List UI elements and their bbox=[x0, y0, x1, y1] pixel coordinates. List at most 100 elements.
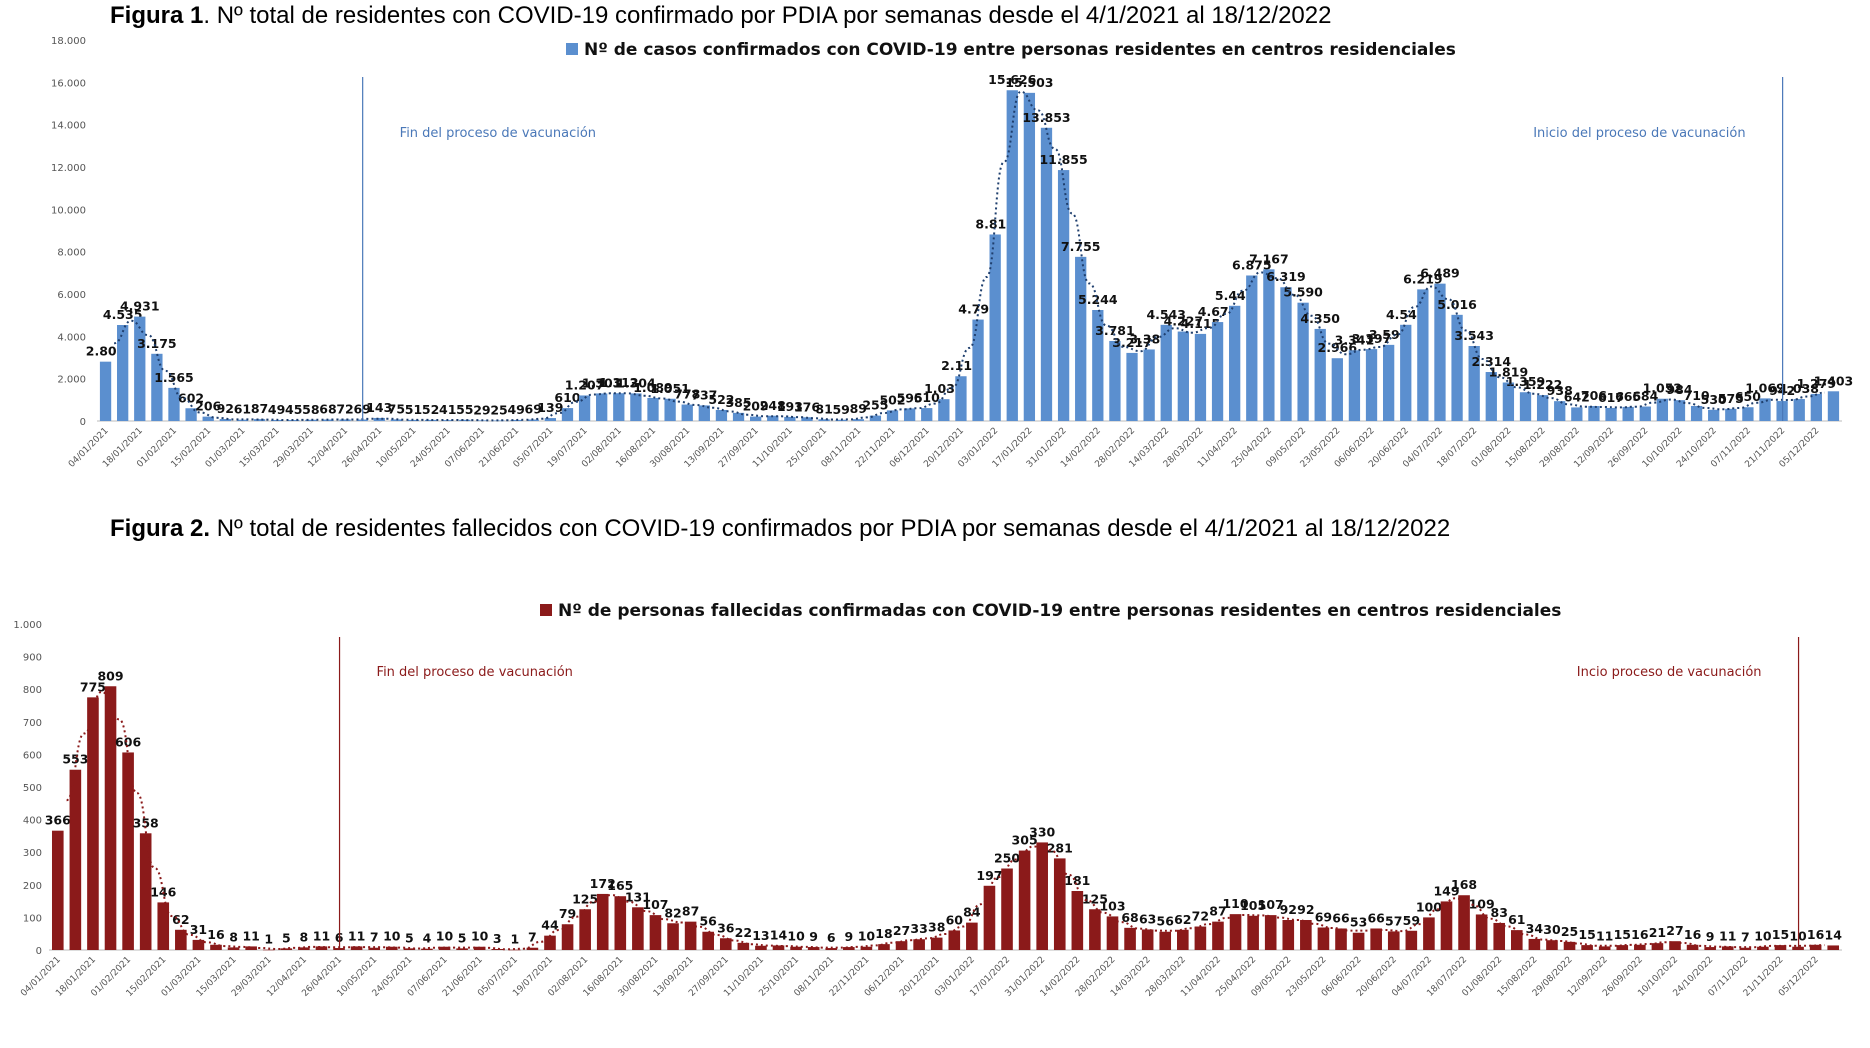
fig1-bar bbox=[989, 234, 1001, 421]
fig1-data-label: 4.545 bbox=[1386, 307, 1426, 322]
fig1-data-label: 87 bbox=[251, 401, 268, 416]
fig2-bar bbox=[614, 896, 627, 950]
fig1-data-label: 1.038 bbox=[1779, 381, 1819, 396]
fig1-bar bbox=[886, 410, 899, 421]
fig2-data-label: 30 bbox=[1543, 922, 1561, 937]
fig1-bar bbox=[1092, 310, 1104, 421]
fig2-data-label: 38 bbox=[928, 920, 945, 935]
fig1-data-label: 1.819 bbox=[1489, 364, 1529, 379]
fig2-data-label: 16 bbox=[207, 927, 225, 942]
fig1-bar bbox=[732, 412, 745, 421]
fig1-bar bbox=[1468, 346, 1480, 421]
fig2-data-label: 92 bbox=[1297, 902, 1314, 917]
fig1-bar bbox=[1725, 408, 1737, 421]
fig1-bar bbox=[424, 419, 437, 421]
fig2-data-label: 16 bbox=[1807, 927, 1825, 942]
fig1-y-tick: 2.000 bbox=[57, 375, 86, 386]
fig2-bar bbox=[1053, 858, 1066, 950]
fig2-bar bbox=[1229, 914, 1242, 950]
fig2-bar bbox=[1300, 920, 1312, 950]
fig2-data-label: 14 bbox=[770, 927, 788, 942]
fig2-bar bbox=[1423, 917, 1435, 950]
fig2-data-label: 27 bbox=[893, 923, 910, 938]
fig1-data-label: 3.543 bbox=[1454, 328, 1494, 343]
fig1-bar bbox=[1211, 322, 1224, 421]
fig1-data-label: 706 bbox=[1581, 388, 1607, 403]
fig2-data-label: 33 bbox=[910, 921, 927, 936]
fig2-data-label: 7 bbox=[370, 930, 379, 945]
fig1-data-label: 595 bbox=[897, 390, 923, 405]
fig1-bar bbox=[544, 418, 557, 421]
fig2-bar bbox=[1018, 850, 1031, 950]
fig2-bar bbox=[1212, 921, 1224, 950]
fig2-data-label: 197 bbox=[976, 868, 1002, 883]
fig1-data-label: 206 bbox=[195, 399, 221, 414]
fig2-bar bbox=[719, 938, 732, 950]
fig2-bar bbox=[1440, 901, 1453, 950]
fig1-data-label: 89 bbox=[850, 401, 867, 416]
fig2-data-label: 87 bbox=[1209, 904, 1226, 919]
fig1-data-label: 710 bbox=[1684, 388, 1710, 403]
fig1-data-label: 575 bbox=[1718, 391, 1744, 406]
fig2-data-label: 775 bbox=[80, 679, 106, 694]
fig1-bar bbox=[852, 419, 864, 421]
fig1-data-label: 45 bbox=[285, 402, 302, 417]
fig2-bar bbox=[1387, 931, 1400, 950]
fig2-data-label: 11 bbox=[1719, 928, 1736, 943]
fig1-data-label: 59 bbox=[832, 402, 849, 417]
fig2-data-label: 5 bbox=[458, 930, 467, 945]
fig2-y-tick: 500 bbox=[23, 783, 42, 794]
fig1-data-label: 665 bbox=[1615, 389, 1641, 404]
fig2-data-label: 9 bbox=[844, 929, 853, 944]
fig1-bar bbox=[698, 405, 710, 421]
fig2-data-label: 14 bbox=[1825, 927, 1843, 942]
fig2-bar bbox=[1704, 947, 1716, 950]
fig1-y-tick: 4.000 bbox=[57, 332, 86, 343]
fig2-bar bbox=[1159, 931, 1172, 950]
fig1-data-label: 193 bbox=[777, 399, 803, 414]
fig2-bar bbox=[157, 902, 170, 950]
fig2-data-label: 9 bbox=[809, 929, 818, 944]
fig1-bar bbox=[1554, 401, 1566, 421]
fig1-bar bbox=[1314, 328, 1326, 421]
fig1-data-label: 4.227 bbox=[1164, 314, 1204, 329]
fig1-data-label: 75 bbox=[388, 401, 405, 416]
fig2-bar bbox=[1036, 842, 1048, 950]
fig2-data-label: 61 bbox=[1508, 912, 1525, 927]
fig2-bar bbox=[702, 931, 714, 950]
fig1-data-label: 1.403 bbox=[1814, 373, 1854, 388]
fig1-data-label: 4.674 bbox=[1198, 304, 1238, 319]
fig2-bar bbox=[1335, 928, 1347, 950]
fig1-bar bbox=[1536, 395, 1549, 421]
fig1-data-label: 602 bbox=[178, 390, 204, 405]
fig1-data-label: 1.279 bbox=[1797, 376, 1837, 391]
fig2-y-tick: 400 bbox=[23, 816, 42, 827]
fig1-data-label: 52 bbox=[422, 402, 439, 417]
fig2-data-label: 15 bbox=[1772, 927, 1789, 942]
fig2-bar bbox=[1001, 868, 1013, 950]
fig1-bar bbox=[1622, 406, 1634, 421]
fig2-data-label: 82 bbox=[664, 905, 681, 920]
figure-1-title: Figura 1. Nº total de residentes con COV… bbox=[110, 2, 1331, 30]
fig1-bar bbox=[1485, 372, 1497, 421]
fig1-data-label: 5.016 bbox=[1437, 297, 1477, 312]
fig2-trend-line bbox=[65, 690, 1825, 951]
fig1-bar bbox=[767, 415, 779, 421]
fig2-bar bbox=[1634, 944, 1646, 950]
fig1-data-label: 25 bbox=[490, 402, 507, 417]
fig2-data-label: 34 bbox=[1526, 921, 1544, 936]
fig1-bar bbox=[1571, 407, 1583, 421]
fig1-bar bbox=[1280, 287, 1292, 421]
fig2-bar bbox=[227, 947, 240, 950]
fig2-legend-swatch bbox=[540, 604, 552, 616]
fig2-data-label: 1 bbox=[264, 932, 273, 947]
fig1-y-tick: 6.000 bbox=[57, 290, 86, 301]
fig2-data-label: 10 bbox=[858, 929, 876, 944]
fig2-bar bbox=[245, 946, 257, 950]
fig1-bar bbox=[1297, 302, 1309, 421]
fig1-bar bbox=[1400, 324, 1412, 421]
fig1-data-label: 1.207 bbox=[565, 377, 605, 392]
fig2-data-label: 1 bbox=[510, 932, 519, 947]
fig2-data-label: 60 bbox=[946, 912, 964, 927]
